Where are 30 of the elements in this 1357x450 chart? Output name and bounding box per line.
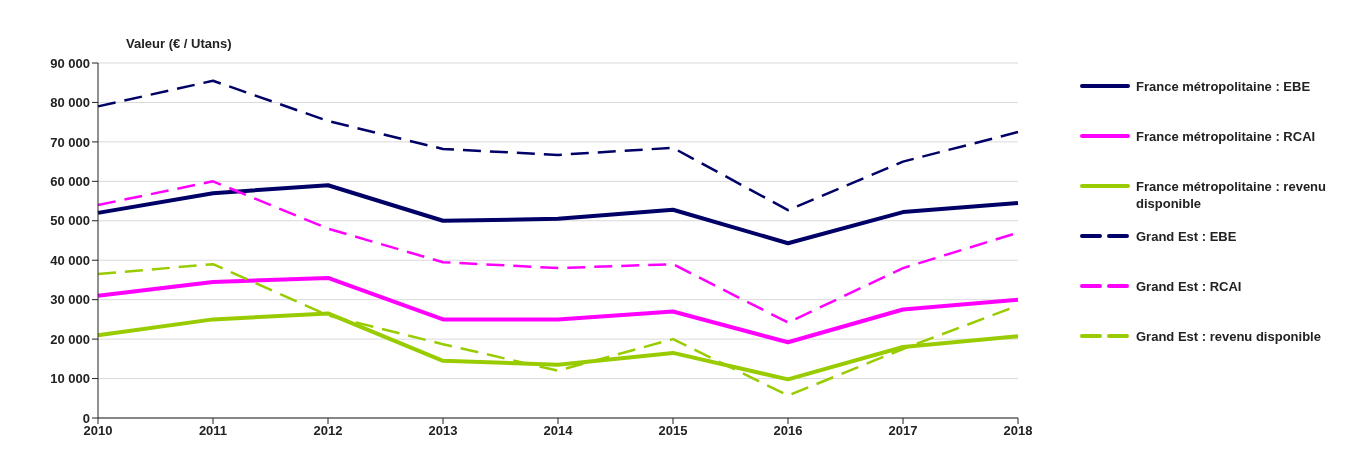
x-tick-label: 2014 xyxy=(543,423,574,439)
line-series xyxy=(96,79,1020,212)
x-tick-label: 2015 xyxy=(658,423,688,439)
y-tick-label: 90 000 xyxy=(50,55,90,71)
legend-label: Grand Est : EBE xyxy=(1136,228,1237,245)
y-axis-title: Valeur (€ / Utans) xyxy=(126,36,232,51)
x-tick-label: 2010 xyxy=(83,423,113,439)
y-tick-label: 10 000 xyxy=(50,371,90,387)
y-tick-label: 20 000 xyxy=(50,331,90,347)
legend-label: Grand Est : revenu disponible xyxy=(1136,328,1321,345)
line-series xyxy=(96,183,1020,246)
legend-label: Grand Est : RCAI xyxy=(1136,278,1242,295)
x-tick-label: 2013 xyxy=(428,423,458,439)
y-tick-label: 0 xyxy=(82,410,90,426)
x-tick-label: 2011 xyxy=(198,423,228,439)
line-series xyxy=(96,262,1020,397)
y-tick-label: 80 000 xyxy=(50,95,90,111)
line-series xyxy=(96,275,1020,345)
x-tick-label: 2012 xyxy=(313,423,343,439)
x-tick-label: 2016 xyxy=(773,423,803,439)
y-tick-label: 30 000 xyxy=(50,292,90,308)
legend-label: France métropolitaine : RCAI xyxy=(1136,128,1316,145)
y-tick-label: 50 000 xyxy=(50,213,90,229)
y-tick-label: 60 000 xyxy=(50,173,90,189)
legend-label: France métropolitaine : revenu disponible xyxy=(1136,178,1327,212)
x-tick-label: 2018 xyxy=(1003,423,1033,439)
legend-label: France métropolitaine : EBE xyxy=(1136,78,1311,95)
y-tick-label: 40 000 xyxy=(50,252,90,268)
y-tick-label: 70 000 xyxy=(50,134,90,150)
x-tick-label: 2017 xyxy=(888,423,918,439)
